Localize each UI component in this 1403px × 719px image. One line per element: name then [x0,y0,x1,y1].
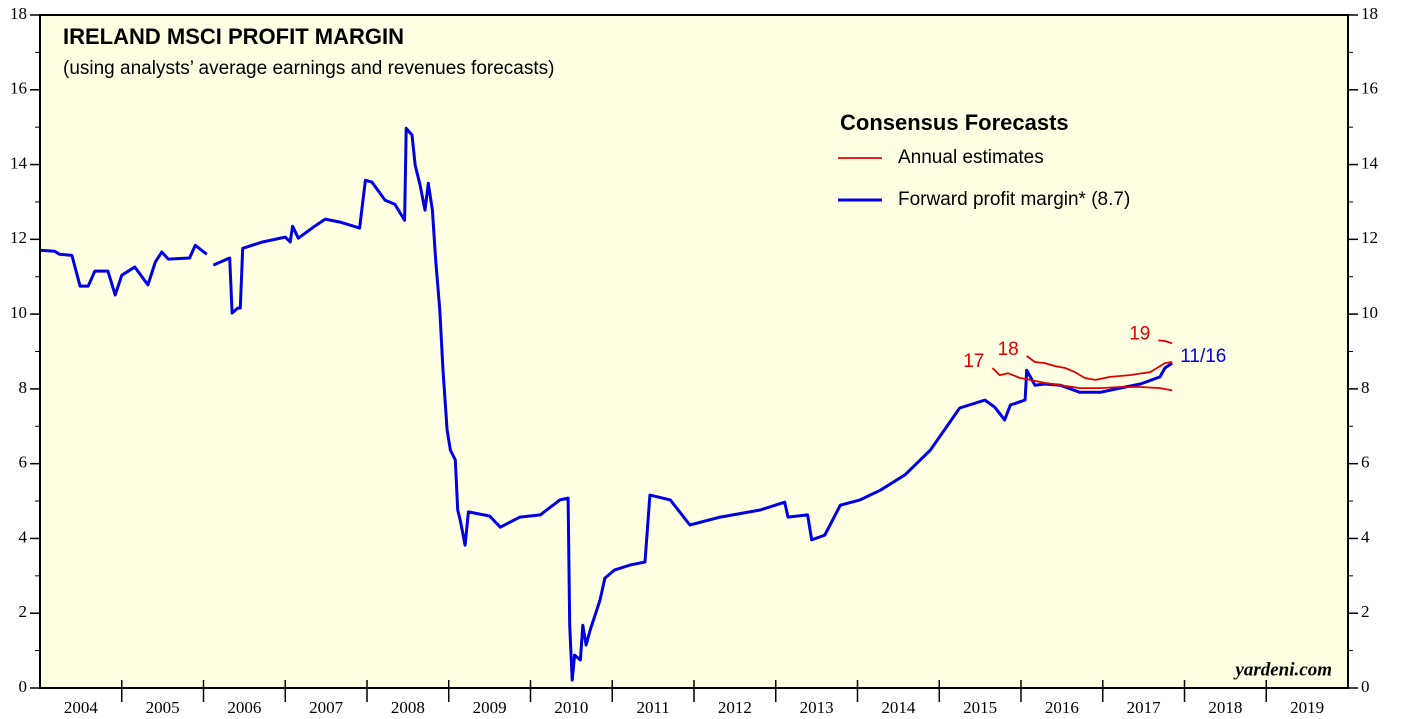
x-tick-label: 2004 [64,698,99,717]
y-tick-label: 16 [10,79,27,98]
x-tick-label: 2009 [473,698,507,717]
y-tick-label: 2 [19,602,28,621]
chart-title: IRELAND MSCI PROFIT MARGIN [63,24,404,49]
y2-tick-label: 14 [1361,153,1379,172]
legend-label: Annual estimates [898,147,1044,168]
x-tick-label: 2008 [391,698,425,717]
y2-tick-label: 6 [1361,453,1370,472]
x-tick-label: 2011 [636,698,669,717]
y-tick-label: 6 [19,453,28,472]
x-tick-label: 2017 [1127,698,1162,717]
x-tick-label: 2016 [1045,698,1079,717]
y-tick-label: 10 [10,303,27,322]
chart-subtitle: (using analysts’ average earnings and re… [63,58,554,79]
y-tick-label: 0 [19,677,28,696]
series-label: 17 [963,351,984,372]
x-tick-label: 2015 [963,698,997,717]
legend-title: Consensus Forecasts [840,110,1069,135]
y-tick-label: 14 [10,153,28,172]
y2-tick-label: 16 [1361,79,1378,98]
x-tick-label: 2007 [309,698,344,717]
y2-tick-label: 4 [1361,527,1370,546]
series-line [39,126,1174,682]
y-tick-label: 8 [19,378,28,397]
x-tick-label: 2012 [718,698,752,717]
y2-tick-label: 10 [1361,303,1378,322]
series-line [991,367,1173,392]
y2-tick-label: 12 [1361,228,1378,247]
end-label: 11/16 [1180,346,1226,367]
x-tick-label: 2014 [881,698,916,717]
y2-tick-label: 2 [1361,602,1370,621]
x-tick-label: 2018 [1208,698,1242,717]
x-tick-label: 2005 [146,698,180,717]
series-label: 18 [998,339,1019,360]
series-line [1026,355,1173,381]
series-line [1158,339,1173,345]
y-tick-label: 18 [10,4,27,23]
series-label: 19 [1129,323,1150,344]
plot-area [40,15,1348,688]
x-tick-label: 2019 [1290,698,1324,717]
legend-label: Forward profit margin* (8.7) [898,189,1130,210]
source: yardeni.com [1233,659,1332,680]
y-tick-label: 12 [10,228,27,247]
x-tick-label: 2013 [800,698,834,717]
y-tick-label: 4 [19,527,28,546]
x-tick-label: 2010 [554,698,588,717]
y2-tick-label: 18 [1361,4,1378,23]
y2-tick-label: 8 [1361,378,1370,397]
x-tick-label: 2006 [227,698,261,717]
y2-tick-label: 0 [1361,677,1370,696]
